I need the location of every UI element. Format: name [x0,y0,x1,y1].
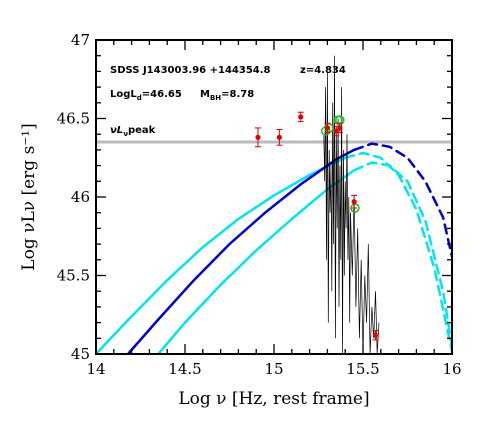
photometry-points [254,111,379,341]
x-tick-labels: 14 14.5 15 15.5 16 [86,360,461,378]
plot-frame [95,39,453,355]
peak-prefix: νL [110,125,123,136]
model-curve-4 [126,148,356,354]
mbh-sub: BH [210,94,221,102]
peak-sub: ν [123,130,128,138]
peak-label: νLνpeak [110,125,156,138]
object-name: SDSS J143003.96 +144354.8 [110,65,271,76]
bh-mass-label: MBH=8.78 [200,89,254,102]
model-curve-3 [352,161,452,348]
red-point [324,125,330,131]
red-point [351,199,357,205]
red-point [276,134,282,140]
red-point [255,134,261,140]
lum-value: =46.65 [142,89,182,100]
redshift-label: z=4.834 [300,65,346,76]
y-tick-label: 47 [71,31,90,49]
spectrum-segment-1 [350,196,380,354]
y-axis-label: Log νLν [erg s⁻¹] [19,123,39,270]
x-axis-label: Log ν [Hz, rest frame] [178,389,369,409]
x-tick-label: 14.5 [168,360,201,378]
red-point [298,114,304,120]
lum-prefix: LogL [110,89,137,100]
x-tick-label: 15 [264,360,283,378]
mbh-value: =8.78 [221,89,254,100]
model-curve-2 [157,169,356,354]
red-point [372,332,379,338]
disk-luminosity-label: LogLd=46.65 [110,89,182,102]
disk-model-curves [96,142,452,354]
y-tick-label: 46 [71,188,90,206]
axis-ticks [95,39,453,355]
y-tick-labels: 45 45.5 46 46.5 47 [57,31,90,363]
y-tick-label: 45.5 [57,267,90,285]
x-tick-label: 16 [442,360,461,378]
mbh-prefix: M [200,89,210,100]
model-curve-0 [96,156,347,354]
lum-sub: d [137,94,142,102]
spectrum-segment-0 [323,55,351,354]
red-point [337,125,343,131]
model-curve-5 [352,142,452,258]
y-tick-label: 45 [71,345,90,363]
optical-spectrum [323,55,380,354]
peak-suffix: peak [128,125,156,136]
model-curve-1 [343,151,452,353]
y-tick-label: 46.5 [57,110,90,128]
x-tick-label: 15.5 [346,360,379,378]
x-tick-label: 14 [86,360,105,378]
